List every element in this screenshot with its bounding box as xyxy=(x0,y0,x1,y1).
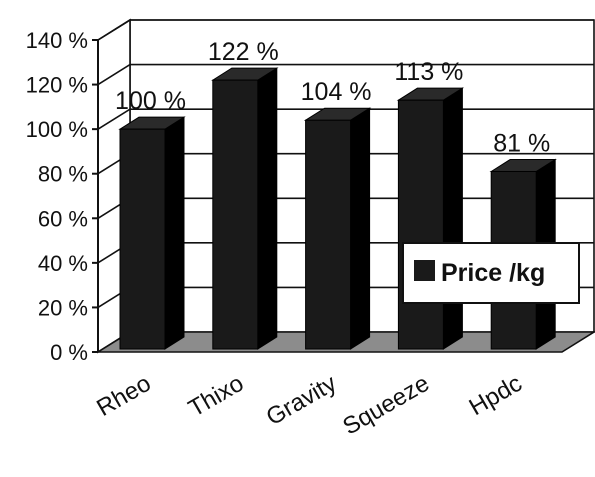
data-label: 122 % xyxy=(208,38,279,66)
bar xyxy=(118,116,186,350)
gridline-side xyxy=(97,108,131,130)
bar-front xyxy=(305,119,352,350)
gridline-side xyxy=(97,19,131,41)
x-tick-label: Squeeze xyxy=(338,370,434,441)
data-label: 113 % xyxy=(394,58,463,86)
y-tick-label: 20 % xyxy=(38,295,88,320)
y-tick-label: 120 % xyxy=(26,73,88,98)
y-tick-label: 80 % xyxy=(38,162,88,187)
bar-side xyxy=(164,116,185,350)
x-tick-label: Gravity xyxy=(262,370,341,431)
legend-label: Price /kg xyxy=(441,259,545,287)
data-label: 81 % xyxy=(493,129,550,157)
bar xyxy=(303,107,372,350)
bar xyxy=(211,67,279,350)
bars xyxy=(118,67,557,350)
y-tick-label: 40 % xyxy=(38,251,88,276)
bar-side xyxy=(257,67,278,350)
bar-side xyxy=(350,107,371,350)
bar-front xyxy=(397,99,444,350)
x-tick-label: Thixo xyxy=(184,370,248,423)
y-tick-label: 100 % xyxy=(26,117,88,142)
y-tick-label: 0 % xyxy=(50,340,88,365)
legend-swatch xyxy=(414,260,435,281)
y-tick-label: 140 % xyxy=(26,28,88,53)
x-tick-label: Rheo xyxy=(92,370,155,422)
bar-side xyxy=(442,87,463,350)
bar xyxy=(396,87,465,350)
gridline-side xyxy=(97,63,131,86)
x-tick-label: Hpdc xyxy=(465,370,527,421)
data-label: 104 % xyxy=(301,78,372,106)
bar-front xyxy=(212,79,259,350)
bar-front xyxy=(119,128,166,350)
y-axis-ticks: 0 % 20 % 40 % 60 % 80 % 100 % 120 % 140 % xyxy=(26,28,99,365)
y-tick-label: 60 % xyxy=(38,206,88,231)
data-label: 100 % xyxy=(115,87,186,115)
legend: Price /kg xyxy=(402,242,580,304)
data-labels: 100 % 122 % 104 % 113 % 81 % xyxy=(115,38,550,157)
